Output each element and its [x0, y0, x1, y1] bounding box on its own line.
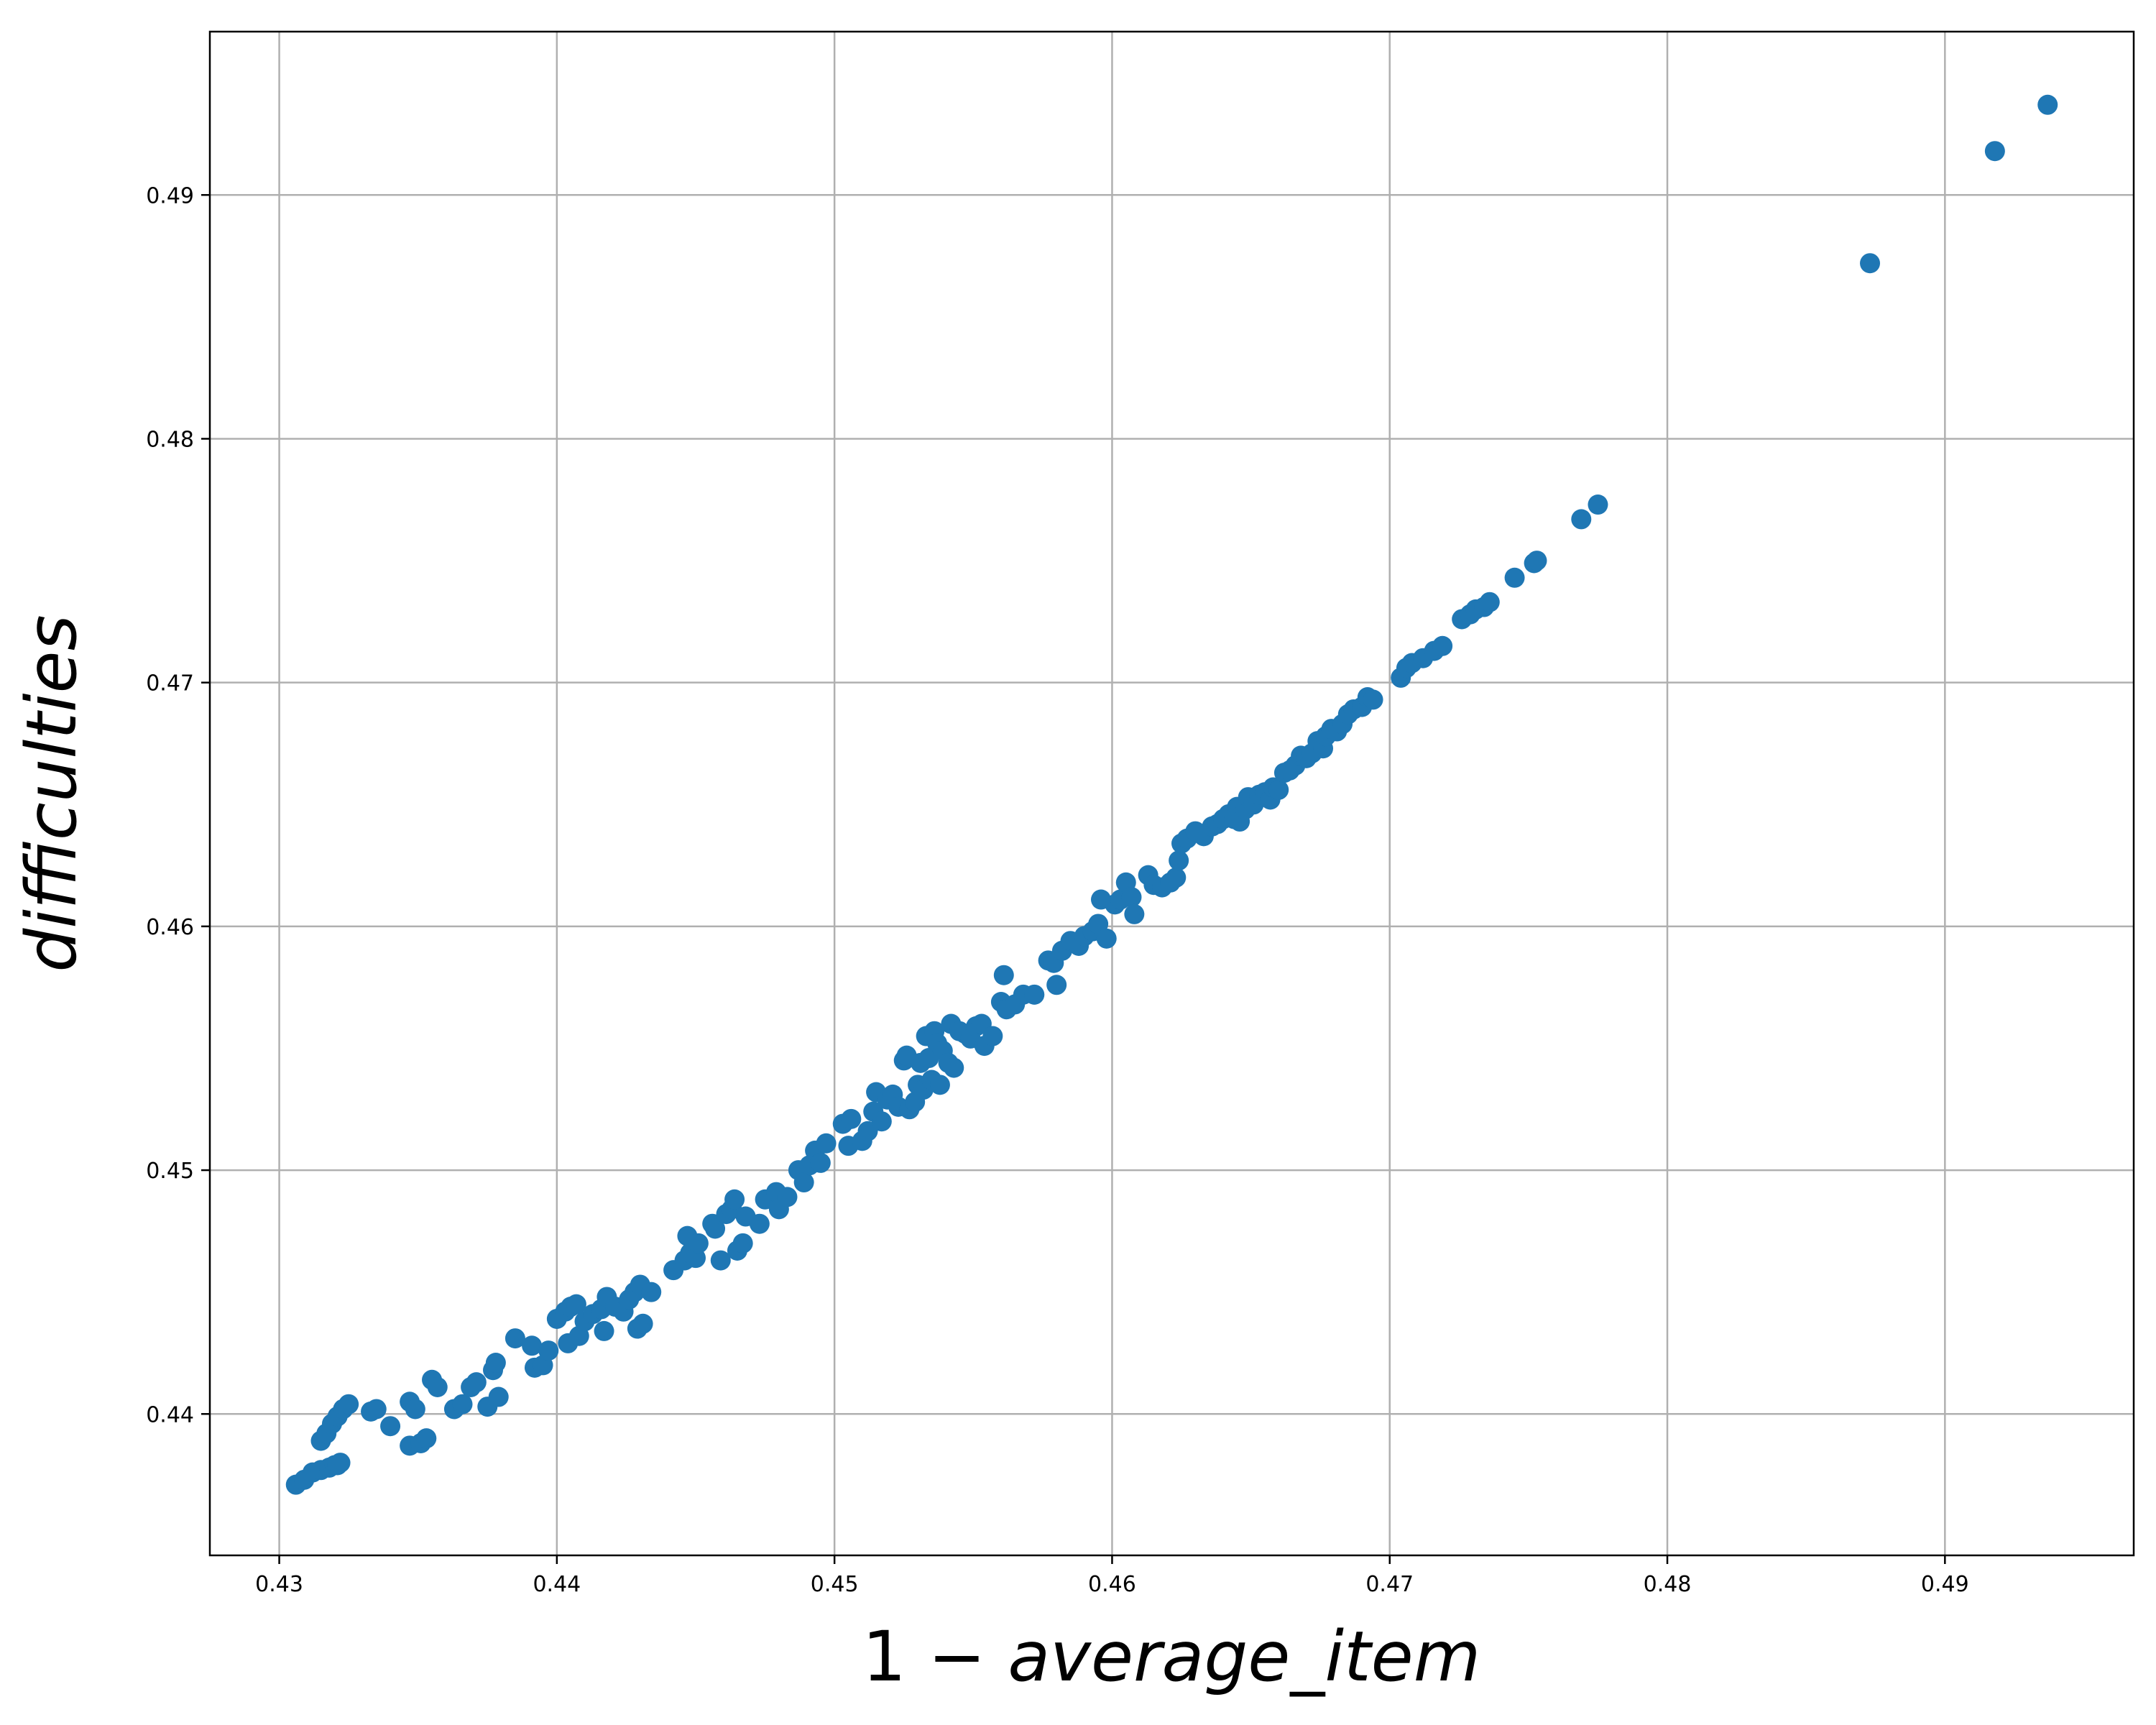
- data-point: [1268, 779, 1289, 800]
- y-tick-label: 0.48: [146, 427, 194, 452]
- data-point: [1588, 494, 1608, 515]
- plot-frame: [208, 30, 2135, 1557]
- data-point: [1526, 551, 1547, 571]
- data-point: [380, 1416, 401, 1437]
- axis-ticks: 0.43 0.44 0.45 0.46 0.47 0.48 0.49 0.44 0.45 0.46…: [146, 183, 1969, 1597]
- data-point: [327, 1455, 348, 1476]
- data-point: [993, 965, 1014, 985]
- x-tick-label: 0.44: [533, 1572, 581, 1597]
- data-point: [416, 1428, 437, 1449]
- data-point: [732, 1233, 753, 1254]
- data-point: [594, 1320, 614, 1341]
- data-point: [485, 1353, 506, 1374]
- y-tick-label: 0.47: [146, 671, 194, 696]
- x-tick-label: 0.47: [1365, 1572, 1414, 1597]
- x-tick-label: 0.45: [811, 1572, 859, 1597]
- y-tick-label: 0.49: [146, 183, 194, 208]
- data-point: [466, 1372, 487, 1393]
- data-point: [538, 1340, 559, 1361]
- data-points: [285, 94, 2058, 1495]
- data-point: [1121, 887, 1142, 908]
- data-point: [1088, 914, 1109, 934]
- data-point: [777, 1187, 798, 1208]
- data-point: [944, 1057, 964, 1078]
- data-point: [338, 1394, 359, 1414]
- x-tick-label: 0.43: [255, 1572, 303, 1597]
- data-point: [810, 1152, 831, 1173]
- y-tick-label: 0.46: [146, 915, 194, 940]
- data-point: [793, 1172, 814, 1193]
- data-point: [1479, 592, 1500, 612]
- data-point: [1124, 903, 1145, 924]
- x-axis-title: 1 − average_item: [862, 1616, 1480, 1697]
- data-point: [982, 1026, 1003, 1046]
- data-point: [705, 1218, 726, 1239]
- x-tick-label: 0.49: [1921, 1572, 1969, 1597]
- data-point: [724, 1189, 745, 1210]
- data-point: [929, 1075, 950, 1095]
- data-point: [632, 1313, 653, 1334]
- data-point: [1169, 850, 1189, 871]
- x-tick-label: 0.48: [1644, 1572, 1692, 1597]
- data-point: [749, 1213, 770, 1234]
- data-point: [427, 1376, 448, 1397]
- data-point: [1166, 868, 1187, 888]
- data-point: [488, 1386, 509, 1407]
- data-point: [505, 1328, 525, 1349]
- y-tick-label: 0.44: [146, 1402, 194, 1427]
- data-point: [841, 1108, 862, 1129]
- data-point: [688, 1233, 709, 1254]
- data-point: [710, 1250, 731, 1271]
- data-point: [566, 1294, 586, 1315]
- data-point: [2037, 94, 2058, 115]
- data-point: [1571, 509, 1592, 530]
- data-point: [1432, 635, 1453, 656]
- data-point: [405, 1399, 425, 1420]
- data-point: [366, 1399, 387, 1420]
- y-tick-label: 0.45: [146, 1159, 194, 1184]
- y-axis-title: difficulties: [11, 615, 92, 972]
- grid-lines: [210, 32, 2134, 1555]
- data-point: [816, 1133, 837, 1154]
- data-point: [871, 1111, 892, 1132]
- x-tick-label: 0.46: [1088, 1572, 1136, 1597]
- data-point: [1363, 689, 1383, 710]
- data-point: [1860, 253, 1881, 274]
- data-point: [1046, 975, 1067, 995]
- data-point: [1984, 141, 2005, 162]
- data-point: [641, 1282, 662, 1302]
- data-point: [522, 1335, 543, 1356]
- data-point: [452, 1394, 473, 1414]
- data-point: [1024, 984, 1045, 1005]
- data-point: [1504, 567, 1525, 588]
- data-point: [1096, 928, 1117, 949]
